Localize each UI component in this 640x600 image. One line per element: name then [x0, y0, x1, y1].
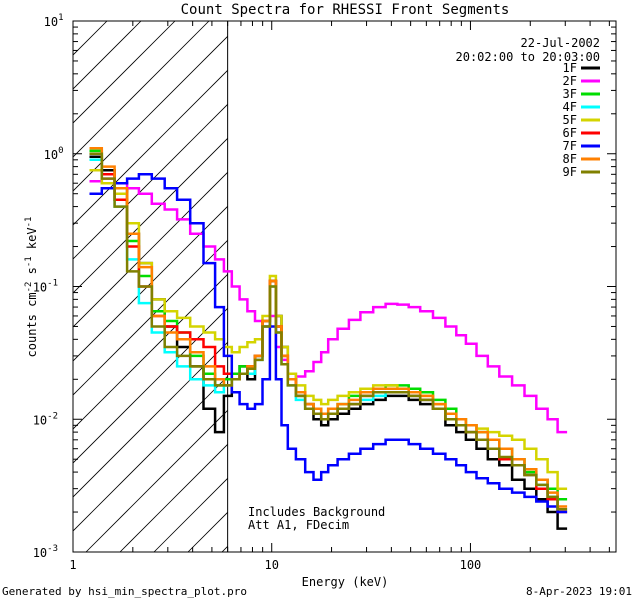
y-label-exp-kev: -1: [24, 217, 34, 228]
y-tick-label: 101: [44, 13, 64, 29]
x-tick-label: 100: [460, 558, 482, 572]
footer-generator: Generated by hsi_min_spectra_plot.pro: [2, 585, 247, 598]
x-tick-label: 10: [265, 558, 279, 572]
legend-label-3f: 3F: [563, 87, 577, 101]
x-tick-label: 1: [69, 558, 76, 572]
chart-title: Count Spectra for RHESSI Front Segments: [181, 2, 510, 18]
legend-label-2f: 2F: [563, 74, 577, 88]
y-label-unit-s: s: [25, 267, 39, 281]
legend-label-6f: 6F: [563, 126, 577, 140]
hatch-line: [119, 443, 228, 552]
hatch-line: [73, 69, 228, 226]
date-label: 22-Jul-2002: [521, 36, 600, 50]
hatch-line: [73, 35, 228, 192]
hatch-line: [73, 103, 228, 260]
hatch-line: [73, 341, 228, 498]
annotation-attenuator: Att A1, FDecim: [248, 518, 349, 532]
hatch-line: [73, 21, 210, 158]
hatch-line: [73, 375, 228, 532]
series-line-9f: [89, 152, 568, 511]
hatch-line: [221, 545, 228, 552]
legend-label-8f: 8F: [563, 152, 577, 166]
series-line-7f: [89, 173, 568, 514]
hatch-line: [73, 171, 228, 328]
series-line-2f: [89, 177, 568, 434]
y-tick-label: 10-2: [33, 411, 58, 427]
legend-label-7f: 7F: [563, 139, 577, 153]
y-axis-label: counts cm-2 s-1 keV-1: [24, 217, 39, 358]
y-label-exp-s: -1: [24, 256, 34, 267]
x-axis-label: Energy (keV): [302, 575, 389, 589]
hatch-line: [73, 205, 228, 362]
annotation-background: Includes Background: [248, 505, 385, 519]
series-line-4f: [89, 158, 568, 511]
y-tick-label: 10-3: [33, 544, 58, 560]
legend-label-5f: 5F: [563, 113, 577, 127]
series-line-8f: [89, 147, 568, 508]
y-tick-label: 10-1: [33, 279, 58, 295]
footer-timestamp: 8-Apr-2023 19:01: [526, 585, 632, 598]
hatch-line: [73, 239, 228, 396]
x-axis: 1 10 100: [69, 21, 610, 572]
time-range-label: 20:02:00 to 20:03:00: [456, 50, 601, 64]
hatch-line: [73, 21, 176, 124]
legend-label-9f: 9F: [563, 165, 577, 179]
legend-label-1f: 1F: [563, 61, 577, 75]
hatch-line: [85, 409, 228, 552]
y-label-unit-counts: counts cm: [25, 292, 39, 357]
y-label-exp-cm: -2: [24, 282, 34, 293]
y-tick-label: 100: [44, 146, 64, 162]
y-axis: 10-3 10-2 10-1 100 101: [33, 13, 616, 560]
legend-label-4f: 4F: [563, 100, 577, 114]
series-group: [89, 147, 568, 530]
y-label-unit-kev: keV: [25, 227, 39, 256]
hatch-line: [73, 21, 142, 90]
